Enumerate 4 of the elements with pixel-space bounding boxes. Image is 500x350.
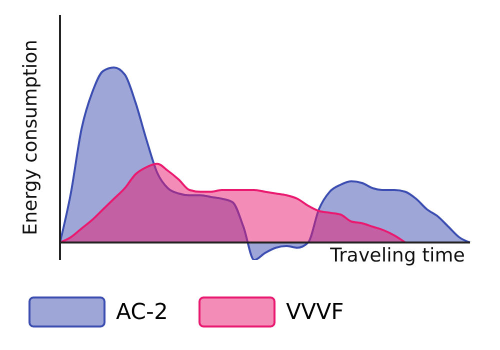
x-axis-title: Traveling time (329, 244, 465, 266)
y-axis-title: Energy consumption (20, 40, 42, 236)
legend-label: VVVF (286, 300, 344, 324)
legend-label: AC-2 (116, 300, 168, 324)
